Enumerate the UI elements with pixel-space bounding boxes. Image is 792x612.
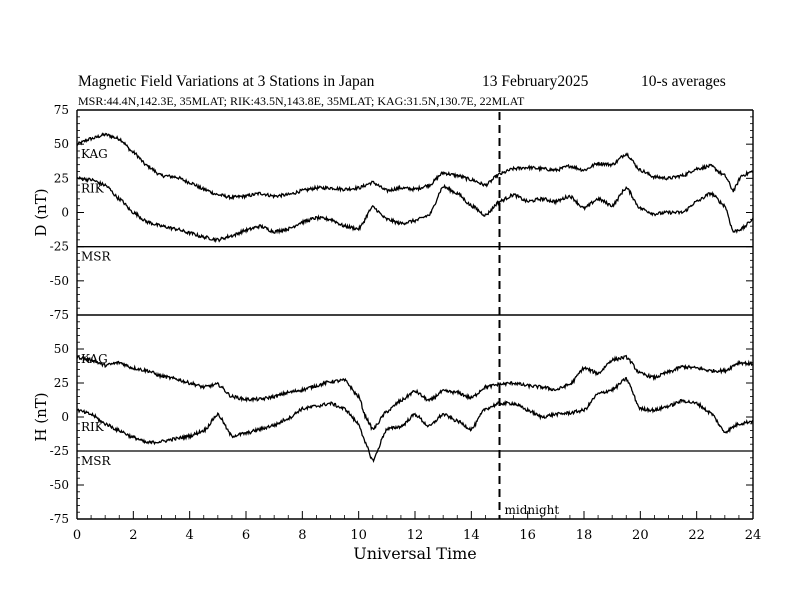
y-tick-label: 25	[54, 376, 69, 390]
chart-title: Magnetic Field Variations at 3 Stations …	[78, 73, 375, 90]
x-tick-label: 0	[73, 528, 81, 543]
x-tick-label: 20	[632, 528, 649, 543]
series-H-kag	[76, 354, 754, 432]
y-tick-label: -25	[50, 240, 69, 254]
x-tick-label: 4	[186, 528, 194, 543]
y-tick-label: 50	[54, 342, 69, 356]
station-info: MSR:44.4N,142.3E, 35MLAT; RIK:43.5N,143.…	[78, 94, 525, 108]
y-tick-label: -25	[50, 444, 69, 458]
x-tick-label: 12	[407, 528, 424, 543]
x-axis-label: Universal Time	[353, 544, 476, 563]
y-tick-label: 0	[61, 206, 69, 220]
series-D-kag	[76, 132, 754, 201]
x-tick-label: 24	[745, 528, 762, 543]
x-tick-label: 8	[298, 528, 306, 543]
series-D-rik	[76, 175, 754, 244]
x-tick-label: 22	[688, 528, 705, 543]
y-tick-label: -75	[50, 308, 69, 322]
y-tick-label: -75	[50, 512, 69, 526]
x-tick-label: 16	[519, 528, 536, 543]
y-axis-label: H (nT)	[32, 392, 50, 441]
series-label-rik: RIK	[81, 420, 105, 434]
y-tick-label: -50	[50, 274, 69, 288]
x-tick-label: 6	[242, 528, 250, 543]
chart-date: 13 February2025	[482, 73, 589, 90]
series-label-msr: MSR	[81, 454, 112, 468]
y-tick-label: 0	[61, 410, 69, 424]
y-axis-label: D (nT)	[32, 188, 50, 236]
series-label-kag: KAG	[81, 352, 108, 366]
x-tick-label: 2	[129, 528, 137, 543]
x-tick-label: 10	[350, 528, 367, 543]
series-label-kag: KAG	[81, 147, 108, 161]
series-label-rik: RIK	[81, 181, 105, 195]
y-tick-label: 75	[54, 103, 69, 117]
series-label-msr: MSR	[81, 250, 112, 264]
y-tick-label: -50	[50, 478, 69, 492]
series-H-rik	[76, 376, 754, 463]
y-tick-label: 25	[54, 171, 69, 185]
chart-averaging: 10-s averages	[641, 73, 726, 90]
x-tick-label: 18	[576, 528, 593, 543]
x-tick-label: 14	[463, 528, 480, 543]
y-tick-label: 50	[54, 137, 69, 151]
midnight-label: midnight	[505, 503, 560, 517]
